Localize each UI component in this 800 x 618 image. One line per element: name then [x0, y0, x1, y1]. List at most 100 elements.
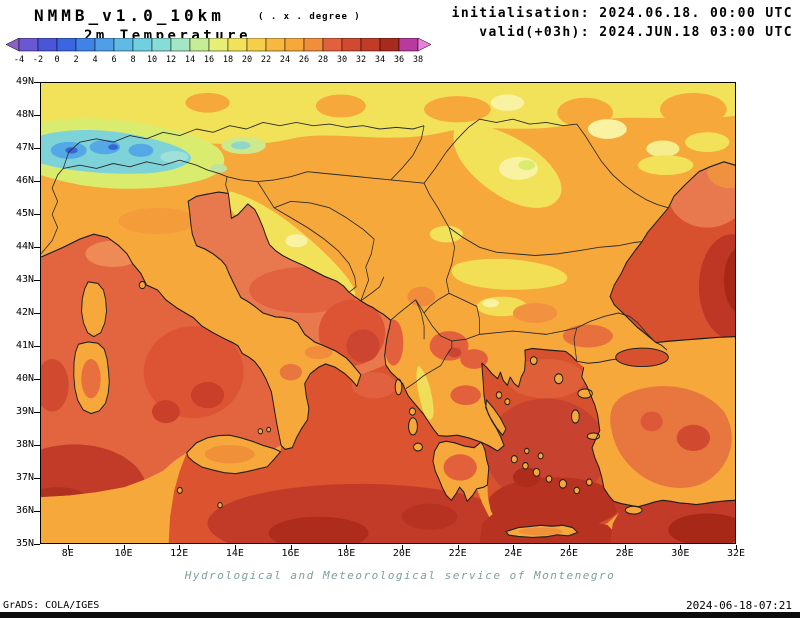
- lon-tick-label: 30E: [671, 548, 690, 559]
- lon-tick-label: 28E: [615, 548, 634, 559]
- bottom-bar: [0, 612, 800, 618]
- sea-aegean: [480, 348, 619, 533]
- colorbar-tick-label: 28: [318, 55, 328, 65]
- colorbar-tick-label: -2: [33, 55, 43, 65]
- lat-tick-mark: [34, 445, 40, 446]
- colorbar-tick-label: 6: [111, 55, 116, 65]
- colorbar-tick-label: 8: [130, 55, 135, 65]
- lon-tick-label: 16E: [281, 548, 300, 559]
- island-warm-overlays: [81, 359, 563, 536]
- sea-ionian: [168, 363, 494, 543]
- lat-tick-label: 39N: [15, 406, 34, 417]
- lon-tick-mark: [457, 545, 459, 550]
- lat-tick-mark: [34, 115, 40, 116]
- generation-timestamp: 2024-06-18-07:21: [686, 599, 792, 612]
- lon-tick-label: 14E: [225, 548, 244, 559]
- lat-tick-label: 49N: [15, 76, 34, 87]
- lon-tick-label: 10E: [114, 548, 133, 559]
- country-borders: [41, 118, 669, 389]
- lon-tick-mark: [179, 545, 181, 550]
- colorbar-tick-label: 2: [73, 55, 78, 65]
- model-title: NMMB_v1.0_10km: [34, 6, 225, 25]
- lon-tick-mark: [568, 545, 570, 550]
- lat-tick-mark: [34, 148, 40, 149]
- land-warm-patches: [118, 207, 732, 488]
- colorbar-tick-label: 10: [147, 55, 157, 65]
- lat-tick-label: 37N: [15, 472, 34, 483]
- lat-tick-label: 38N: [15, 439, 34, 450]
- lon-tick-mark: [346, 545, 348, 550]
- lon-tick-mark: [401, 545, 403, 550]
- lon-tick-label: 20E: [392, 548, 411, 559]
- lat-tick-label: 35N: [15, 538, 34, 549]
- colorbar-tick-label: 36: [394, 55, 404, 65]
- lon-tick-mark: [123, 545, 125, 550]
- balkan-mountain-yellows: [416, 258, 568, 420]
- colorbar-tick-label: 4: [92, 55, 97, 65]
- lon-tick-mark: [513, 545, 515, 550]
- lat-tick-label: 45N: [15, 208, 34, 219]
- lon-tick-label: 32E: [726, 548, 746, 559]
- lat-tick-mark: [34, 346, 40, 347]
- colorbar-tick-label: 38: [413, 55, 423, 65]
- lat-tick-mark: [34, 544, 40, 545]
- lon-tick-mark: [67, 545, 69, 550]
- lon-tick-label: 8E: [61, 548, 74, 559]
- lon-tick-label: 24E: [504, 548, 523, 559]
- colorbar-tick-label: -4: [14, 55, 24, 65]
- north-yellow-band: [41, 83, 735, 175]
- lat-tick-label: 36N: [15, 505, 34, 516]
- grads-credit: GrADS: COLA/IGES: [3, 600, 100, 611]
- lat-tick-mark: [34, 82, 40, 83]
- colorbar-tick-label: 22: [261, 55, 271, 65]
- lat-tick-mark: [34, 379, 40, 380]
- lat-tick-mark: [34, 280, 40, 281]
- lon-tick-mark: [736, 545, 737, 550]
- lon-tick-mark: [680, 545, 682, 550]
- lon-tick-label: 22E: [448, 548, 467, 559]
- lat-tick-label: 46N: [15, 175, 34, 186]
- lon-tick-label: 18E: [337, 548, 356, 559]
- colorbar-tick-label: 24: [280, 55, 290, 65]
- sea-adriatic: [188, 192, 391, 375]
- carpathians-cool-band: [429, 122, 562, 243]
- sea-marmara: [576, 342, 669, 368]
- lon-tick-label: 26E: [559, 548, 578, 559]
- lat-tick-mark: [34, 247, 40, 248]
- colorbar-tick-label: 16: [204, 55, 214, 65]
- colorbar-tick-label: 30: [337, 55, 347, 65]
- coastlines: [41, 161, 735, 508]
- colorbar-tick-label: 0: [54, 55, 59, 65]
- lat-tick-label: 47N: [15, 142, 34, 153]
- lat-tick-mark: [34, 511, 40, 512]
- lon-tick-mark: [234, 545, 236, 550]
- colorbar-tick-label: 32: [356, 55, 366, 65]
- resolution-note: ( . x . degree ): [258, 12, 361, 22]
- lat-tick-label: 40N: [15, 373, 34, 384]
- map-area: [40, 82, 736, 544]
- temperature-map: [41, 83, 735, 543]
- lon-tick-mark: [290, 545, 292, 550]
- temperature-colorbar: -4 -2 0 2 4 6 8 10 12 14 16 18 20 22 24 26 28 30 32 34 36 38: [6, 38, 432, 65]
- colorbar-tick-label: 34: [375, 55, 385, 65]
- lat-tick-mark: [34, 412, 40, 413]
- lat-tick-label: 43N: [15, 274, 34, 285]
- lat-tick-label: 44N: [15, 241, 34, 252]
- colorbar-tick-label: 18: [223, 55, 233, 65]
- colorbar-tick-label: 12: [166, 55, 176, 65]
- service-credit: Hydrological and Meteorological service …: [184, 569, 616, 582]
- lat-tick-label: 41N: [15, 340, 34, 351]
- lat-tick-mark: [34, 313, 40, 314]
- lon-tick-mark: [624, 545, 626, 550]
- lat-tick-label: 48N: [15, 109, 34, 120]
- colorbar-tick-label: 26: [299, 55, 309, 65]
- initialisation-time: initialisation: 2024.06.18. 00:00 UTC: [451, 6, 793, 21]
- lon-tick-label: 12E: [170, 548, 189, 559]
- lat-tick-mark: [34, 181, 40, 182]
- lat-tick-mark: [34, 214, 40, 215]
- lat-tick-mark: [34, 478, 40, 479]
- valid-time: valid(+03h): 2024.JUN.18 03:00 UTC: [479, 25, 793, 40]
- lat-tick-label: 42N: [15, 307, 34, 318]
- colorbar-tick-label: 14: [185, 55, 195, 65]
